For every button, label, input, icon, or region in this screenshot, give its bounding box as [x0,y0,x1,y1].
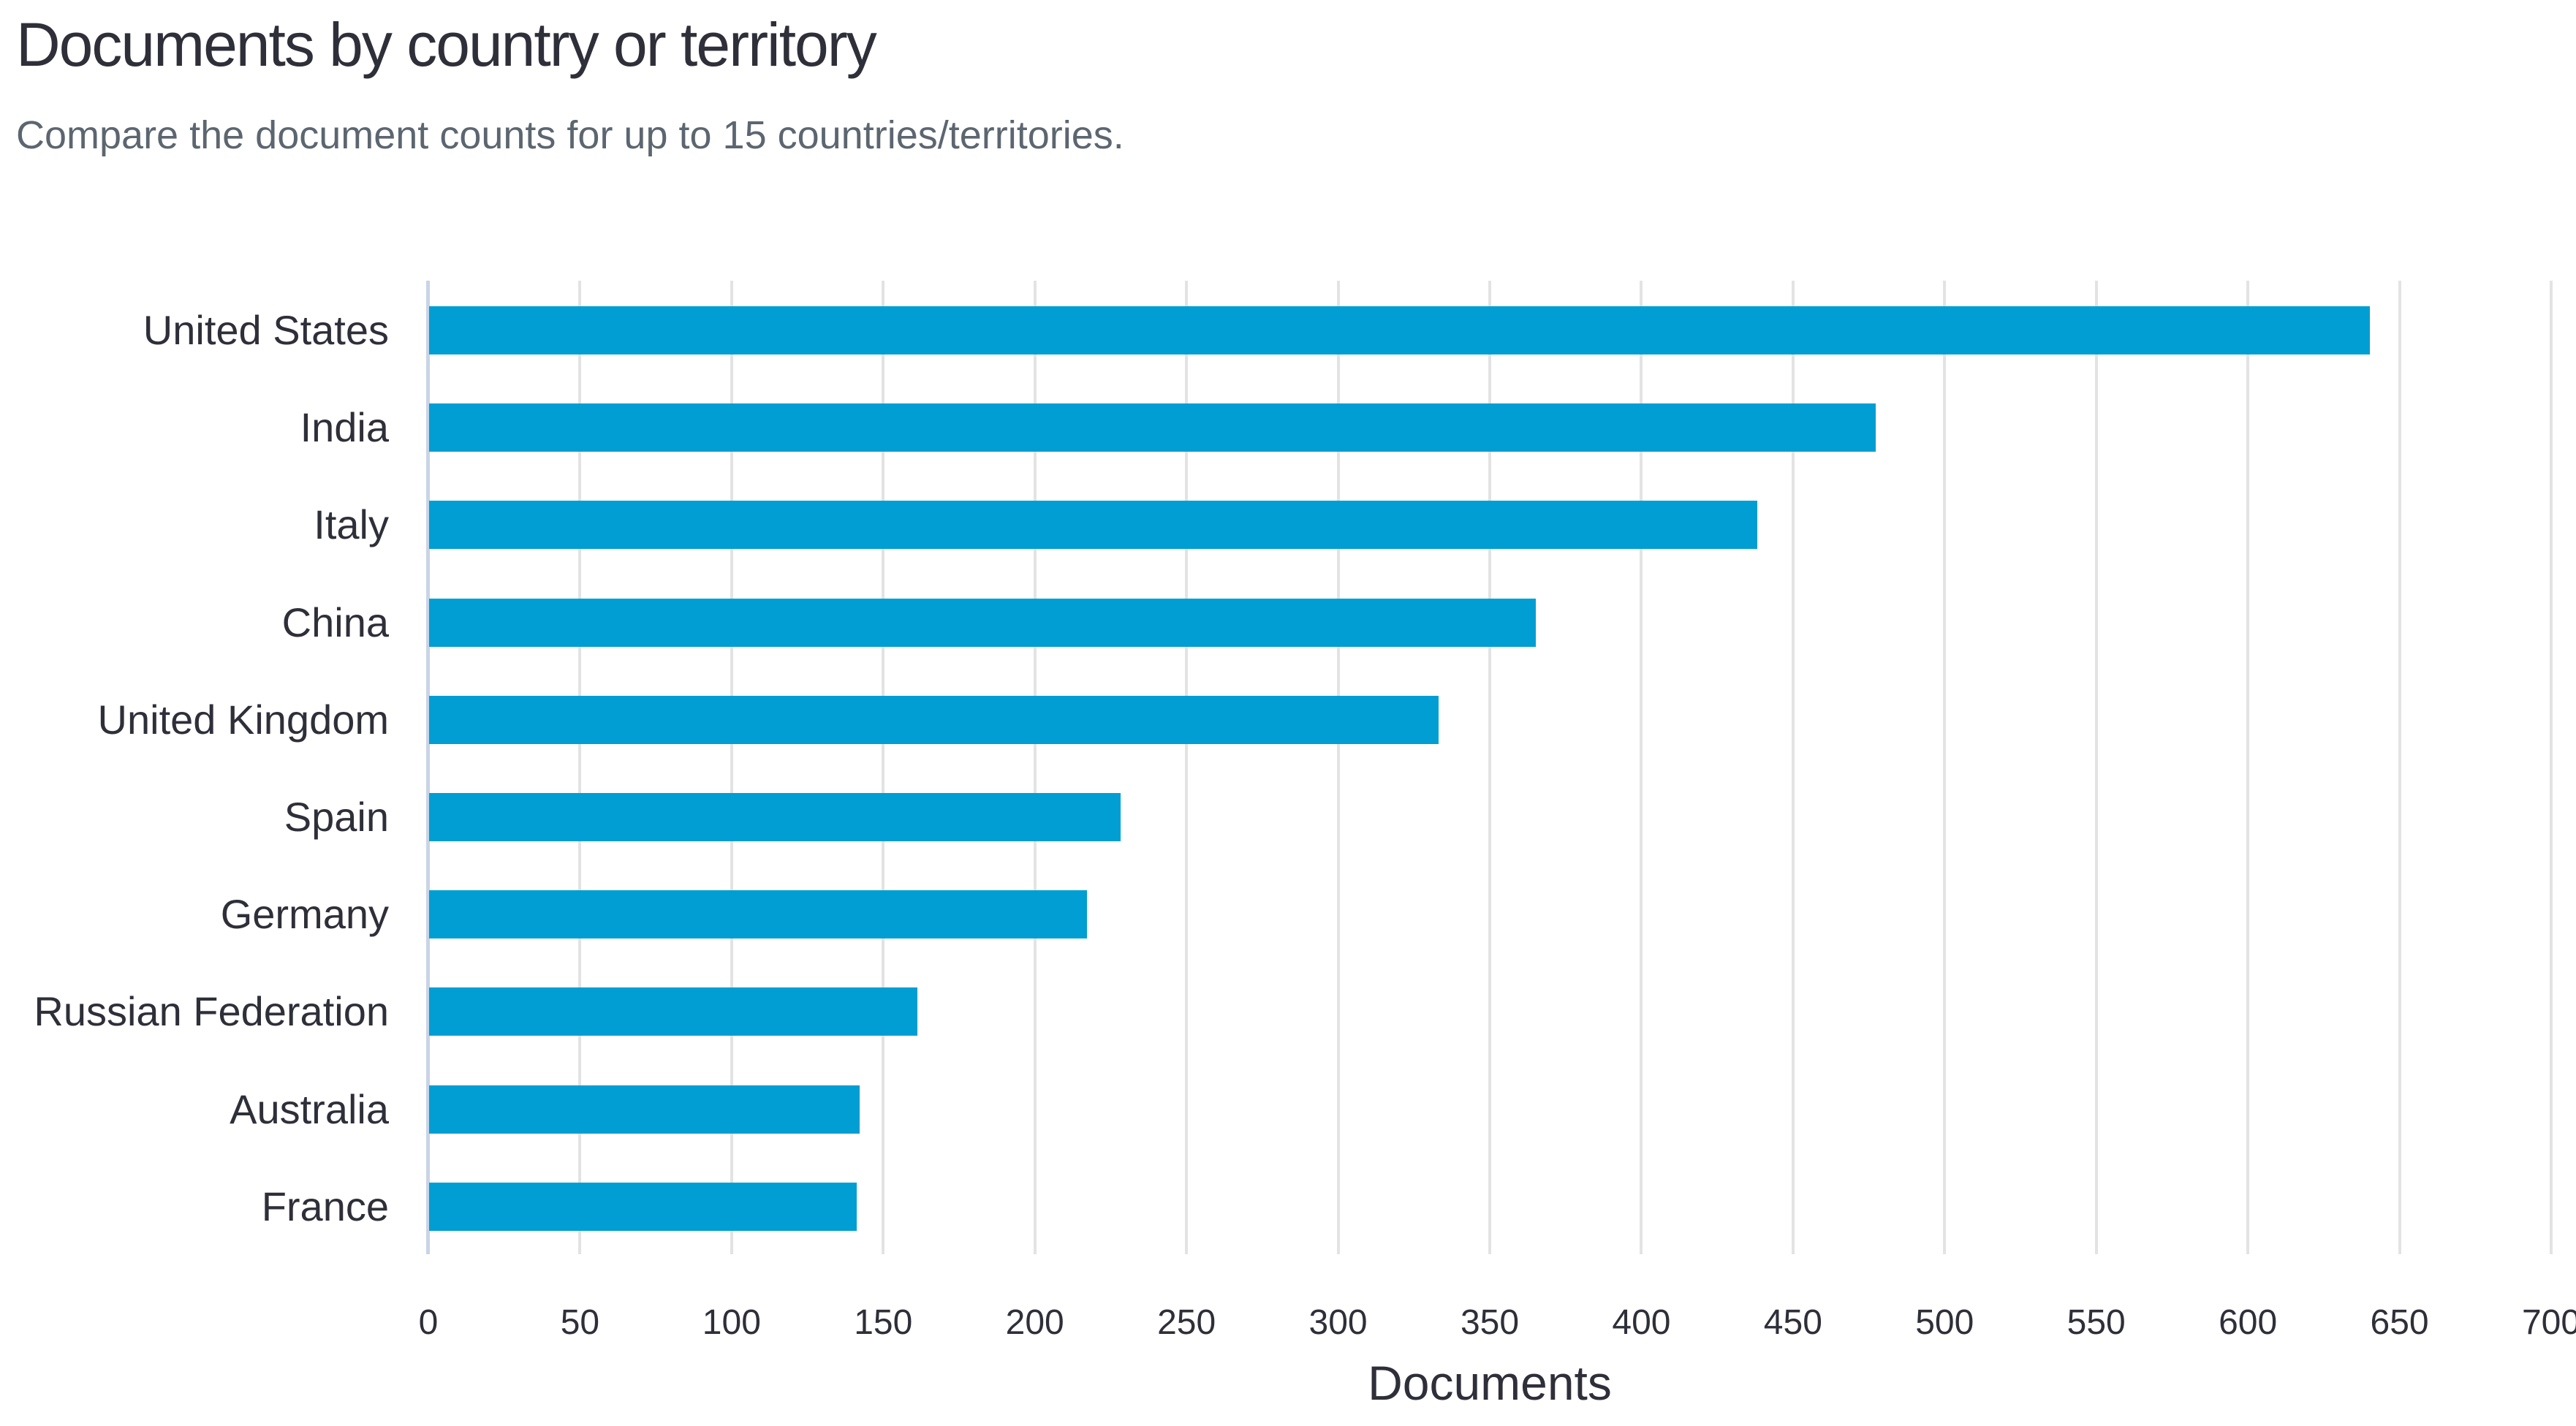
bar-france[interactable] [429,1182,857,1231]
bar-italy[interactable] [429,501,1758,550]
x-tick-label-200: 200 [1005,1303,1064,1342]
category-labels-layer: United States India Italy China United Kingd… [0,0,389,1426]
x-tick-label-700: 700 [2521,1303,2576,1342]
x-tick-label-150: 150 [854,1303,913,1342]
x-tick-label-0: 0 [418,1303,439,1342]
gridline-100 [730,281,733,1254]
x-tick-label-500: 500 [1915,1303,1974,1342]
chart-subtitle: Compare the document counts for up to 15… [16,113,1124,157]
category-label-italy: Italy [314,501,389,548]
category-label-united-states: United States [143,307,389,353]
x-tick-label-400: 400 [1612,1303,1671,1342]
bar-australia[interactable] [429,1085,860,1134]
gridline-300 [1336,281,1340,1254]
x-tick-label-100: 100 [702,1303,761,1342]
gridline-250 [1185,281,1189,1254]
category-label-spain: Spain [284,794,389,840]
bar-united-kingdom[interactable] [429,695,1439,744]
y-axis-line [426,281,430,1254]
bar-spain[interactable] [429,793,1121,841]
gridline-700 [2550,281,2553,1254]
gridline-400 [1640,281,1643,1254]
gridline-150 [882,281,885,1254]
category-label-france: France [261,1183,389,1229]
x-tick-label-300: 300 [1308,1303,1368,1342]
category-label-india: India [300,404,389,451]
gridline-350 [1488,281,1491,1254]
chart-title: Documents by country or territory [16,10,877,79]
bar-united-states[interactable] [429,306,2371,354]
gridline-450 [1791,281,1795,1254]
x-tick-label-350: 350 [1460,1303,1520,1342]
category-label-australia: Australia [230,1085,389,1132]
x-axis-title: Documents [1368,1356,1612,1410]
category-label-russian-federation: Russian Federation [34,988,389,1035]
gridline-650 [2398,281,2401,1254]
gridline-600 [2246,281,2250,1254]
x-tick-label-250: 250 [1157,1303,1216,1342]
category-label-united-kingdom: United Kingdom [97,696,389,743]
plot-area [426,281,2553,1254]
gridline-500 [1943,281,1947,1254]
bar-russian-federation[interactable] [429,987,917,1036]
bar-germany[interactable] [429,890,1088,939]
x-tick-label-450: 450 [1763,1303,1822,1342]
category-label-germany: Germany [220,891,389,938]
gridline-200 [1033,281,1037,1254]
bar-india[interactable] [429,403,1876,452]
x-tick-label-550: 550 [2067,1303,2126,1342]
x-tick-label-650: 650 [2370,1303,2429,1342]
gridline-50 [578,281,582,1254]
category-label-china: China [281,599,389,645]
x-tick-label-600: 600 [2219,1303,2278,1342]
gridline-550 [2094,281,2098,1254]
x-tick-label-50: 50 [560,1303,600,1342]
bar-china[interactable] [429,598,1537,647]
